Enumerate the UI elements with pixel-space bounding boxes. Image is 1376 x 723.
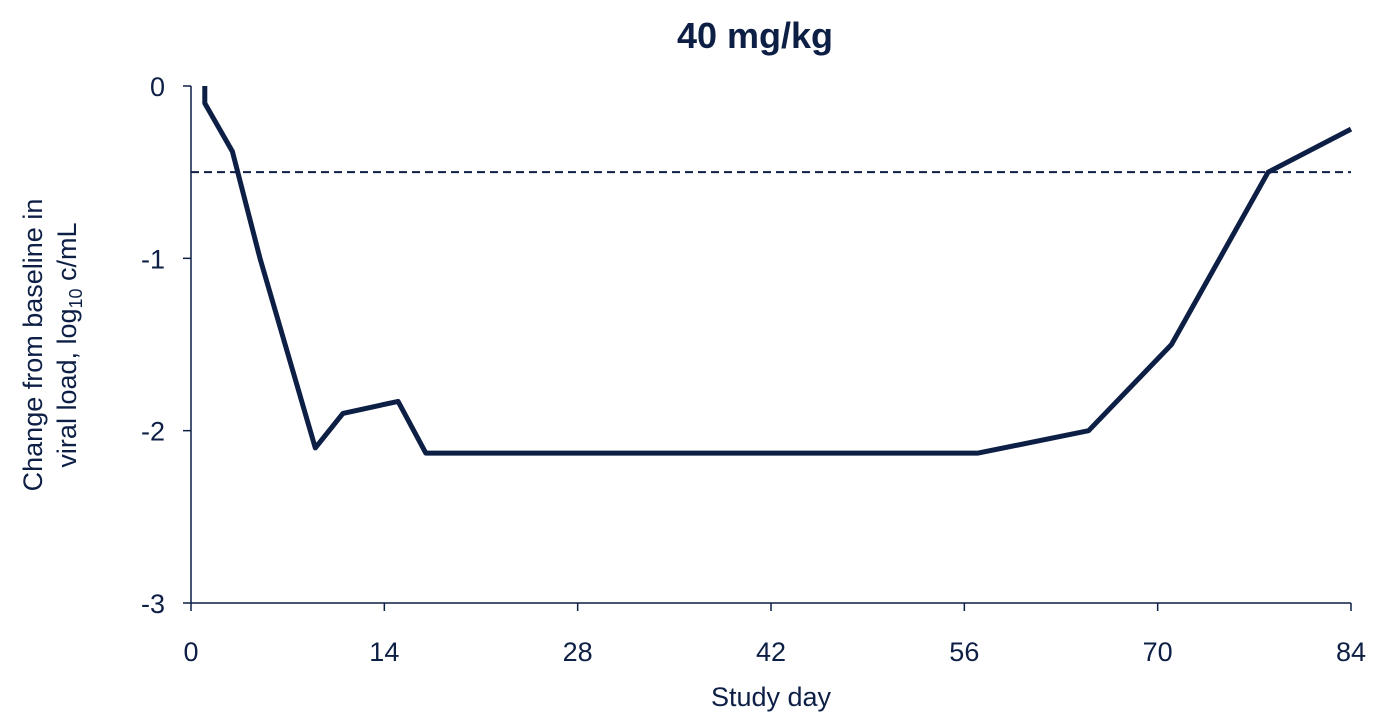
chart-title: 40 mg/kg xyxy=(677,15,833,56)
x-tick-label: 14 xyxy=(369,637,399,667)
x-tick-label: 70 xyxy=(1143,637,1173,667)
y-tick-label: -1 xyxy=(141,244,165,274)
y-tick-label: 0 xyxy=(150,72,165,102)
y-axis-label-suffix: c/mL xyxy=(52,222,82,288)
y-axis-label-subscript: 10 xyxy=(66,288,86,308)
x-tick-label: 84 xyxy=(1336,637,1366,667)
y-tick-label: -3 xyxy=(141,589,165,619)
x-tick-label: 56 xyxy=(949,637,979,667)
x-tick-label: 42 xyxy=(756,637,786,667)
y-axis-label-line1: Change from baseline in xyxy=(18,199,48,492)
y-axis-label-line2: viral load, log10 c/mL xyxy=(52,222,86,467)
x-tick-label: 28 xyxy=(563,637,593,667)
series-line xyxy=(202,86,1353,456)
y-axis-label: Change from baseline in viral load, log1… xyxy=(18,199,86,492)
x-tick-label: 0 xyxy=(183,637,198,667)
x-axis-label: Study day xyxy=(711,682,832,712)
y-tick-label: -2 xyxy=(141,417,165,447)
y-axis-label-prefix: viral load, log xyxy=(52,308,82,467)
